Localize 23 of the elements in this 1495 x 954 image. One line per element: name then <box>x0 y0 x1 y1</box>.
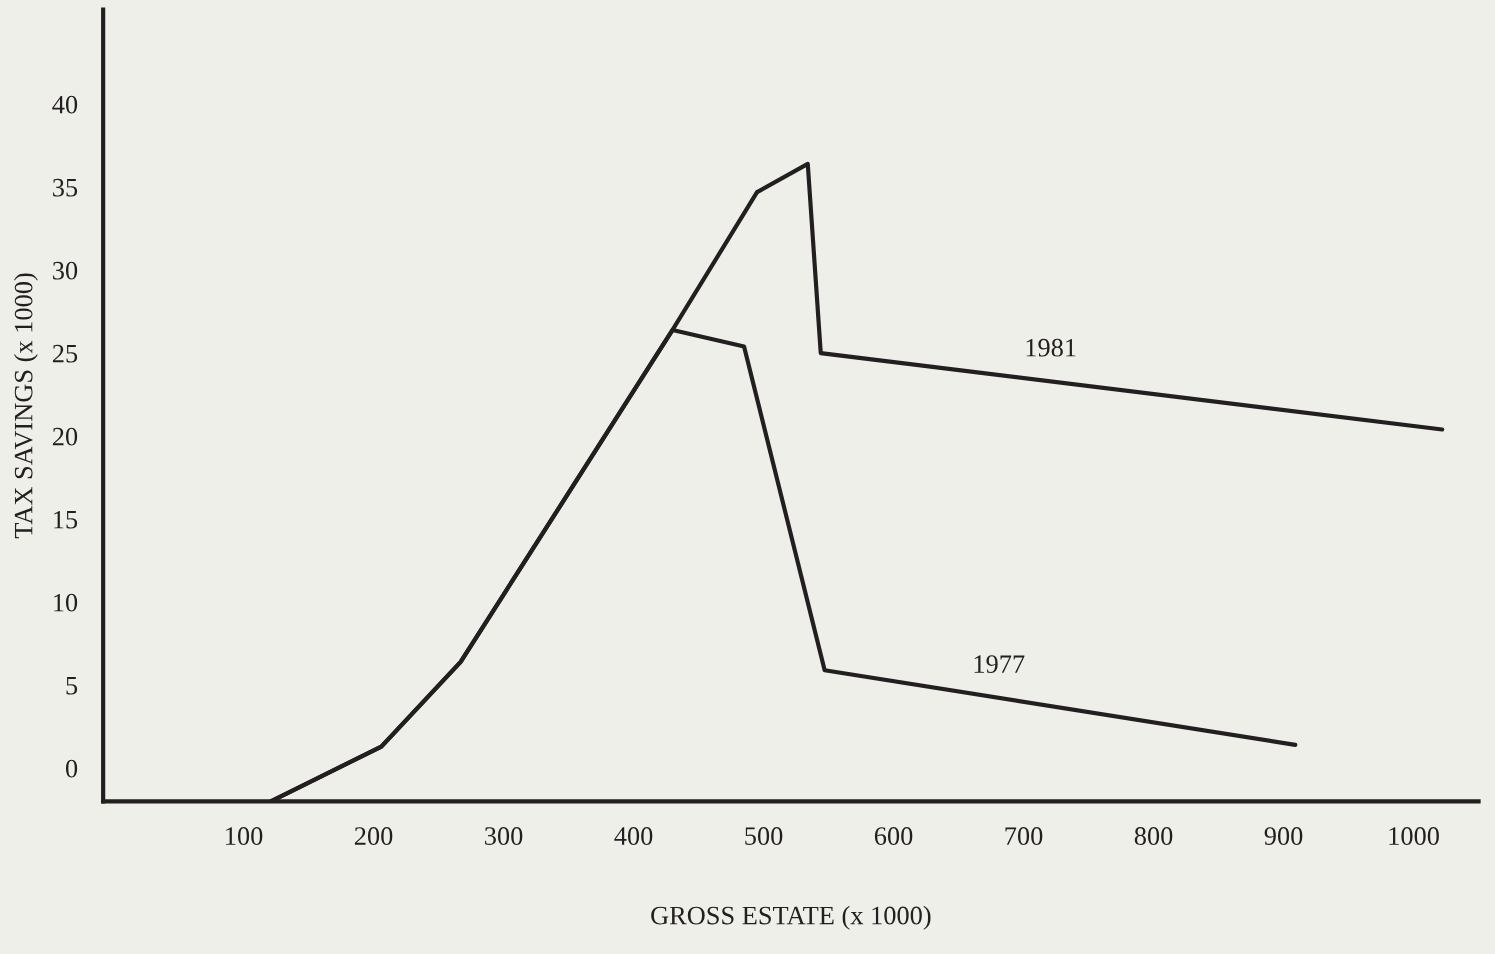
x-tick-label: 900 <box>1264 827 1303 845</box>
y-tick-label: 40 <box>52 95 78 114</box>
x-axis-title: GROSS ESTATE (x 1000) <box>651 905 931 930</box>
x-tick-label: 800 <box>1134 827 1173 845</box>
y-tick-label: 25 <box>52 344 78 363</box>
y-tick-label: 15 <box>54 510 78 529</box>
x-tick-label: 1000 <box>1389 827 1439 845</box>
series-label: 1981 <box>1026 338 1076 357</box>
y-tick-label: 35 <box>53 178 78 197</box>
x-tick-label: 100 <box>226 827 263 845</box>
y-tick-label: 5 <box>66 677 78 695</box>
x-tick-label: 600 <box>874 827 913 845</box>
x-tick-label: 200 <box>354 827 393 845</box>
y-tick-label: 30 <box>53 261 78 280</box>
y-tick-label: 0 <box>65 759 78 778</box>
series-label: 1977 <box>974 655 1025 674</box>
x-tick-label: 700 <box>1005 827 1043 845</box>
y-tick-label: 10 <box>54 593 78 612</box>
y-tick-label: 20 <box>52 427 78 446</box>
x-tick-label: 400 <box>614 827 653 845</box>
y-axis-title: TAX SAVINGS (x 1000) <box>13 273 38 539</box>
x-tick-label: 300 <box>485 827 523 845</box>
x-tick-label: 500 <box>745 827 783 845</box>
